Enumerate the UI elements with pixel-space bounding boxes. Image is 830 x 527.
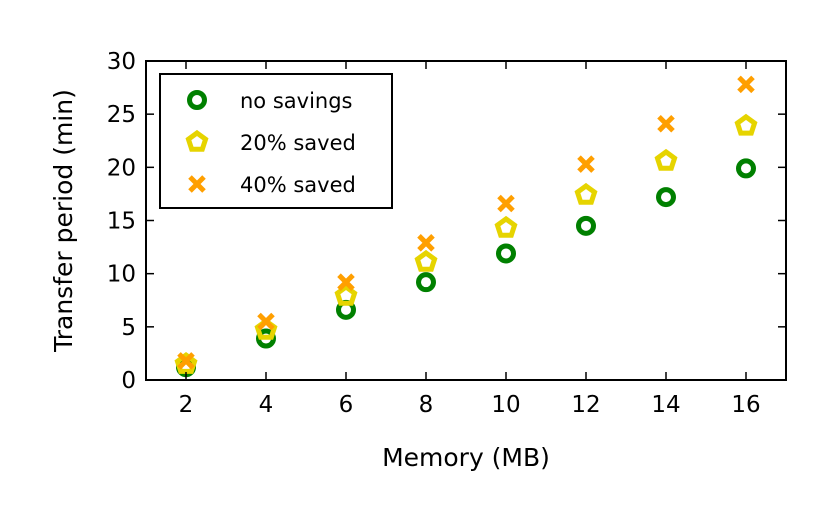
legend-marker	[188, 175, 206, 193]
legend-label: no savings	[240, 89, 353, 113]
legend-item: no savings	[187, 89, 353, 113]
y-tick-label: 30	[107, 49, 136, 75]
legend-marker	[185, 129, 209, 152]
data-point	[414, 249, 438, 272]
y-tick-label: 25	[107, 102, 136, 128]
data-point	[337, 273, 355, 291]
legend-label: 40% saved	[240, 173, 356, 197]
data-point	[736, 158, 756, 179]
x-axis-label: Memory (MB)	[382, 443, 550, 472]
x-marker-stroke	[188, 175, 206, 193]
x-tick-label: 16	[731, 392, 760, 418]
x-tick-label: 6	[339, 392, 354, 418]
data-point	[734, 113, 758, 136]
data-point	[654, 148, 678, 171]
data-point	[574, 182, 598, 205]
data-point	[576, 215, 596, 236]
data-point	[497, 194, 515, 213]
x-marker-stroke	[417, 234, 435, 252]
data-point	[257, 312, 275, 331]
x-marker-stroke	[257, 312, 275, 331]
x-axis: 2 4 6 8 10 12 14 16	[179, 61, 761, 418]
legend-marker	[187, 90, 207, 110]
data-point	[494, 215, 518, 238]
x-marker-stroke	[737, 75, 755, 94]
x-marker-stroke	[177, 352, 195, 370]
data-point	[737, 75, 755, 94]
legend-item: 40% saved	[188, 173, 356, 197]
plot-marks	[174, 75, 758, 378]
data-point	[174, 351, 198, 374]
x-tick-label: 12	[571, 392, 600, 418]
data-point	[417, 234, 435, 252]
data-point	[416, 272, 436, 293]
y-axis-label: Transfer period (min)	[49, 89, 78, 353]
y-tick-label: 15	[107, 209, 136, 235]
x-tick-label: 10	[491, 392, 520, 418]
data-point	[496, 243, 516, 264]
x-marker-stroke	[497, 194, 515, 213]
x-tick-label: 14	[651, 392, 680, 418]
x-tick-label: 8	[419, 392, 434, 418]
x-tick-label: 4	[259, 392, 274, 418]
legend-label: 20% saved	[240, 131, 356, 155]
y-tick-label: 5	[121, 315, 136, 341]
y-tick-label: 10	[107, 262, 136, 288]
x-marker-stroke	[337, 273, 355, 291]
x-marker-stroke	[577, 155, 595, 173]
legend-item: 20% saved	[185, 129, 356, 155]
data-point	[334, 283, 358, 306]
data-point	[657, 114, 675, 133]
data-point	[177, 352, 195, 370]
x-marker-stroke	[657, 114, 675, 133]
data-point	[577, 155, 595, 173]
y-tick-label: 0	[121, 368, 136, 394]
y-axis: 0 5 10 15 20 25 30	[107, 49, 786, 394]
series-3	[177, 75, 755, 370]
data-point	[656, 187, 676, 208]
y-tick-label: 20	[107, 155, 136, 181]
legend: no savings 20% saved 40% saved	[159, 73, 393, 209]
x-tick-label: 2	[179, 392, 194, 418]
